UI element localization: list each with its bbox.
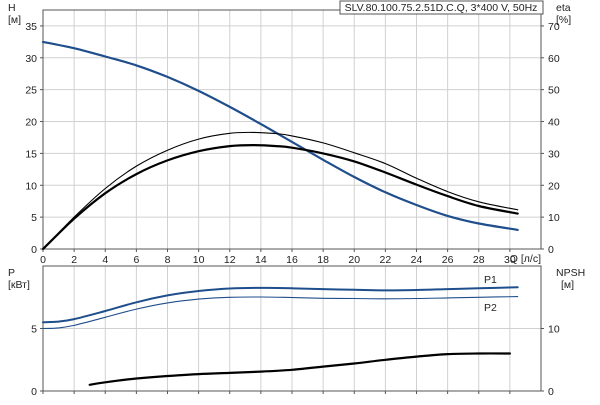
x-tick-label: 4 (102, 254, 108, 266)
y-tick-label-right: 10 (548, 212, 560, 224)
x-tick-label: 0 (40, 254, 46, 266)
curve-p2 (42, 296, 519, 330)
plot-frame (42, 9, 542, 250)
curves-layer (41, 40, 519, 386)
grid-layer (43, 10, 541, 391)
right-axis-unit-eta: [%] (556, 14, 571, 26)
y-tick-label-left: 5 (31, 212, 37, 224)
y-tick-label-left: 25 (25, 85, 37, 97)
y-tick-label-left: 0 (31, 386, 37, 398)
y-tick-label-right: 10 (548, 324, 560, 336)
right-axis-unit-npsh: [м] (561, 279, 574, 291)
y-tick-label-right: 70 (548, 21, 560, 33)
x-tick-label: 24 (411, 254, 423, 266)
y-tick-label-right: 0 (548, 244, 554, 256)
x-tick-label: 16 (286, 254, 298, 266)
chart-title: SLV.80.100.75.2.51D.C.Q, 3*400 V, 50Hz (345, 2, 538, 14)
x-tick-label: 2 (71, 254, 77, 266)
y-tick-label-right: 50 (548, 85, 560, 97)
y-tick-label-right: 30 (548, 148, 560, 160)
y-tick-label-right: 40 (548, 117, 560, 129)
x-tick-label: 20 (348, 254, 360, 266)
curve-eta-upper (42, 131, 519, 250)
x-tick-label: 12 (224, 254, 236, 266)
y-tick-label-left: 15 (25, 148, 37, 160)
x-tick-label: 18 (317, 254, 329, 266)
y-tick-label-left: 0 (31, 244, 37, 256)
curve-p1 (42, 286, 519, 324)
y-tick-label-right: 60 (548, 53, 560, 65)
legend-p2: P2 (484, 302, 497, 314)
left-axis-label-p: P (8, 267, 15, 279)
x-tick-label: 8 (165, 254, 171, 266)
left-axis-unit-p: [кВт] (8, 279, 30, 291)
left-axis-label-h: H (8, 2, 16, 14)
y-tick-label-right: 20 (548, 180, 560, 192)
right-axis-label-npsh: NPSH (556, 267, 585, 279)
x-axis-label-q: Q [л/с] (510, 253, 541, 265)
y-tick-label-left: 20 (25, 117, 37, 129)
x-tick-label: 30 (504, 254, 516, 266)
curve-eta-lower (41, 144, 519, 251)
right-axis-label-eta: eta (556, 2, 571, 14)
x-tick-label: 28 (473, 254, 485, 266)
y-tick-label-left: 30 (25, 53, 37, 65)
x-tick-label: 26 (442, 254, 454, 266)
x-tick-label: 10 (193, 254, 205, 266)
y-tick-label-left: 10 (25, 180, 37, 192)
x-tick-label: 14 (255, 254, 267, 266)
left-axis-unit-h: [м] (8, 14, 21, 26)
y-tick-label-left: 35 (25, 21, 37, 33)
x-tick-label: 22 (380, 254, 392, 266)
y-tick-label-right: 0 (548, 386, 554, 398)
curve-head (41, 40, 519, 231)
legend-p1: P1 (484, 274, 497, 286)
curve-npsh (88, 352, 511, 386)
title-box (339, 0, 544, 15)
y-tick-label-left: 5 (31, 324, 37, 336)
x-tick-label: 6 (133, 254, 139, 266)
labels-layer: SLV.80.100.75.2.51D.C.Q, 3*400 V, 50Hz H… (8, 0, 585, 398)
